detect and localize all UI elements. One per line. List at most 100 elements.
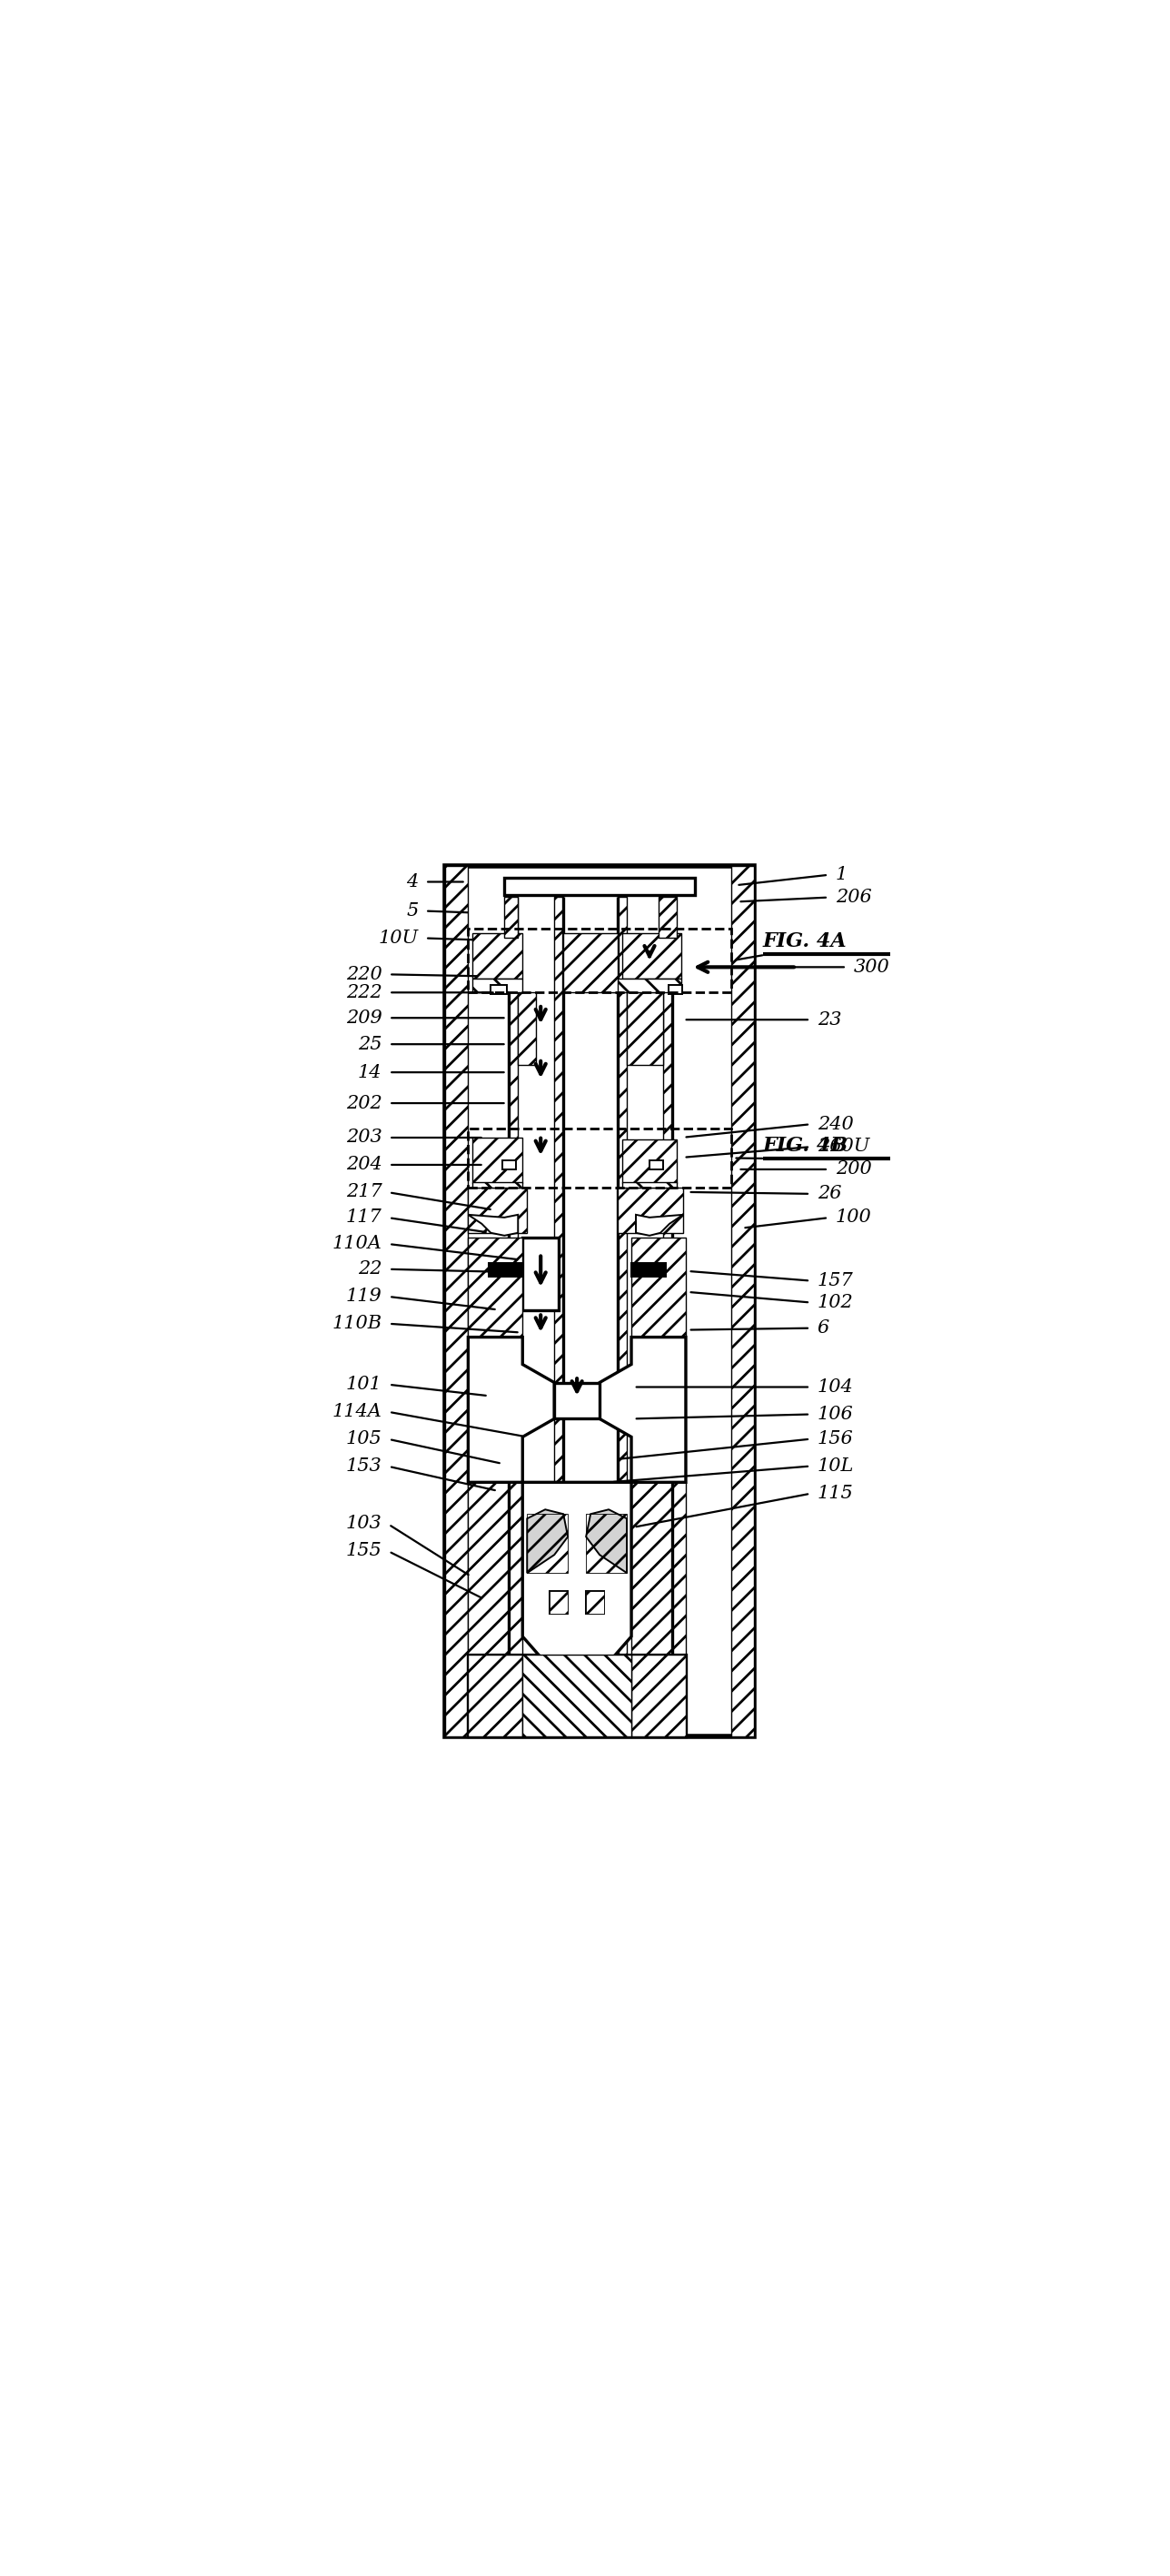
- Bar: [468, 1337, 523, 1481]
- Bar: [627, 992, 663, 1064]
- Text: 209: 209: [346, 1010, 381, 1025]
- Text: 26: 26: [817, 1185, 841, 1203]
- Text: 202: 202: [346, 1095, 381, 1113]
- Bar: [504, 878, 596, 896]
- Bar: [446, 866, 753, 1736]
- Bar: [523, 1654, 632, 1736]
- Text: FIG. 4A: FIG. 4A: [763, 933, 847, 951]
- Bar: [526, 1515, 567, 1574]
- Bar: [504, 896, 518, 938]
- Text: 220: 220: [346, 966, 381, 984]
- Bar: [468, 1128, 731, 1188]
- Bar: [489, 1262, 523, 1275]
- Bar: [632, 1262, 666, 1275]
- Bar: [468, 930, 731, 992]
- Bar: [564, 933, 618, 992]
- Text: 1: 1: [835, 866, 847, 884]
- Text: 5: 5: [406, 902, 419, 920]
- Text: 203: 203: [346, 1128, 381, 1146]
- Polygon shape: [526, 1510, 567, 1574]
- Polygon shape: [586, 1510, 627, 1574]
- Text: 155: 155: [346, 1540, 381, 1558]
- Polygon shape: [636, 1216, 683, 1236]
- Text: 110B: 110B: [332, 1314, 381, 1332]
- Bar: [608, 979, 681, 992]
- Bar: [632, 1654, 686, 1736]
- Bar: [523, 1236, 559, 1311]
- Bar: [509, 896, 518, 1682]
- Bar: [622, 933, 681, 979]
- Bar: [618, 1188, 683, 1234]
- Bar: [622, 1182, 676, 1188]
- Bar: [550, 1592, 567, 1613]
- Bar: [596, 878, 695, 896]
- Bar: [503, 1159, 516, 1170]
- Bar: [518, 992, 536, 1064]
- Text: 6: 6: [817, 1319, 830, 1337]
- Bar: [555, 896, 564, 1682]
- Bar: [473, 933, 523, 979]
- Text: 300: 300: [854, 958, 889, 976]
- Polygon shape: [523, 1481, 632, 1672]
- Polygon shape: [468, 1337, 555, 1481]
- Text: 105: 105: [346, 1430, 381, 1448]
- Text: 260U: 260U: [817, 1139, 869, 1154]
- Bar: [468, 1654, 523, 1736]
- Text: 115: 115: [817, 1484, 853, 1502]
- Bar: [663, 896, 672, 1682]
- Text: 119: 119: [346, 1288, 381, 1306]
- Text: 206: 206: [835, 889, 872, 907]
- Bar: [468, 1481, 523, 1672]
- Text: 204: 204: [346, 1157, 381, 1175]
- Bar: [668, 984, 682, 994]
- Bar: [586, 1592, 604, 1613]
- Bar: [491, 984, 507, 994]
- Text: 100: 100: [835, 1208, 872, 1226]
- Bar: [618, 896, 627, 1682]
- Text: 106: 106: [817, 1406, 853, 1422]
- Bar: [659, 896, 676, 938]
- Text: FIG. 4B: FIG. 4B: [763, 1136, 848, 1157]
- Text: 102: 102: [817, 1293, 853, 1311]
- Bar: [731, 866, 753, 1736]
- Text: 101: 101: [346, 1376, 381, 1394]
- Text: 110A: 110A: [332, 1234, 381, 1252]
- Text: 222: 222: [346, 984, 381, 1002]
- Text: 117: 117: [346, 1208, 381, 1226]
- Text: 114A: 114A: [332, 1404, 381, 1419]
- Bar: [555, 1383, 599, 1419]
- Text: 104: 104: [817, 1378, 853, 1396]
- Text: 103: 103: [346, 1515, 381, 1533]
- Text: 10U: 10U: [378, 930, 419, 948]
- Text: 22: 22: [358, 1260, 381, 1278]
- Bar: [632, 1481, 686, 1672]
- Bar: [550, 1592, 567, 1613]
- Text: 25: 25: [358, 1036, 381, 1054]
- Text: 157: 157: [817, 1273, 853, 1291]
- Bar: [473, 1182, 523, 1188]
- Text: 240: 240: [817, 1115, 853, 1133]
- Text: 200: 200: [835, 1162, 872, 1177]
- Bar: [446, 866, 468, 1736]
- Text: 14: 14: [358, 1064, 381, 1082]
- Text: 156: 156: [817, 1430, 853, 1448]
- Bar: [473, 1139, 523, 1182]
- Bar: [632, 1236, 686, 1337]
- Bar: [586, 1592, 604, 1613]
- Bar: [632, 1337, 686, 1481]
- Text: 153: 153: [346, 1458, 381, 1473]
- Bar: [649, 1159, 663, 1170]
- Text: 4: 4: [406, 873, 419, 891]
- Bar: [468, 1188, 526, 1234]
- Bar: [586, 1515, 627, 1574]
- Text: 23: 23: [817, 1010, 841, 1028]
- Bar: [504, 878, 695, 896]
- Bar: [473, 979, 523, 992]
- Bar: [468, 1236, 523, 1337]
- Bar: [622, 1139, 676, 1182]
- Polygon shape: [468, 1216, 518, 1236]
- Polygon shape: [599, 1337, 686, 1481]
- Text: 217: 217: [346, 1182, 381, 1200]
- Bar: [468, 1654, 686, 1736]
- Text: 10L: 10L: [817, 1458, 854, 1473]
